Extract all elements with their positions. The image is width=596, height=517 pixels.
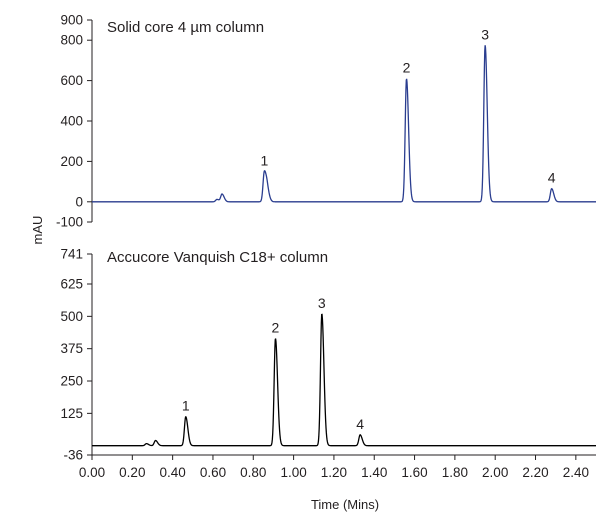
x-tick-label-12: 2.40 xyxy=(563,465,589,480)
peak-label-1-2: 1 xyxy=(182,398,190,414)
x-tick-label-1: 0.20 xyxy=(119,465,145,480)
top-panel: Solid core 4 µm column 900 800 600 400 200 0 -… xyxy=(56,13,596,230)
x-tick-label-8: 1.60 xyxy=(401,465,427,480)
y-tick-label-0-6: -100 xyxy=(56,215,83,230)
y-tick-label-1-3: 375 xyxy=(60,341,83,356)
chromatogram-trace-0 xyxy=(92,45,596,203)
peak-label-1-4: 3 xyxy=(318,295,326,311)
y-tick-label-0-3: 400 xyxy=(60,114,83,129)
x-tick-label-3: 0.60 xyxy=(200,465,226,480)
x-axis-title: Time (Mins) xyxy=(311,497,379,512)
y-tick-label-1-2: 500 xyxy=(60,309,83,324)
y-tick-label-1-5: 125 xyxy=(60,406,83,421)
y-tick-label-1-6: -36 xyxy=(63,448,83,463)
peak-label-0-5: 3 xyxy=(481,26,489,42)
x-tick-label-11: 2.20 xyxy=(522,465,548,480)
y-tick-label-0-1: 800 xyxy=(60,33,83,48)
x-tick-label-5: 1.00 xyxy=(280,465,306,480)
peak-label-1-5: 4 xyxy=(356,416,364,432)
x-tick-label-0: 0.00 xyxy=(79,465,105,480)
y-tick-label-0-5: 0 xyxy=(75,194,83,209)
y-tick-label-0-2: 600 xyxy=(60,73,83,88)
bottom-panel-title: Accucore Vanquish C18+ column xyxy=(107,249,328,266)
x-tick-label-9: 1.80 xyxy=(442,465,468,480)
peak-label-0-6: 4 xyxy=(548,170,556,186)
x-tick-label-10: 2.00 xyxy=(482,465,508,480)
x-tick-label-7: 1.40 xyxy=(361,465,387,480)
peak-label-1-3: 2 xyxy=(272,319,280,335)
y-tick-label-1-0: 741 xyxy=(60,247,83,262)
y-tick-label-0-0: 900 xyxy=(60,13,83,28)
top-panel-title: Solid core 4 µm column xyxy=(107,19,264,36)
peak-label-0-2: 1 xyxy=(260,153,268,169)
bottom-panel: Accucore Vanquish C18+ column 741 625 500 3… xyxy=(60,247,596,463)
chromatogram-trace-1 xyxy=(92,313,596,447)
y-tick-label-1-4: 250 xyxy=(60,374,83,389)
x-tick-label-4: 0.80 xyxy=(240,465,266,480)
y-tick-label-1-1: 625 xyxy=(60,277,83,292)
x-tick-label-6: 1.20 xyxy=(321,465,347,480)
y-tick-label-0-4: 200 xyxy=(60,154,83,169)
peak-label-0-4: 2 xyxy=(403,60,411,76)
y-axis-title: mAU xyxy=(30,216,45,245)
x-tick-label-2: 0.40 xyxy=(159,465,185,480)
